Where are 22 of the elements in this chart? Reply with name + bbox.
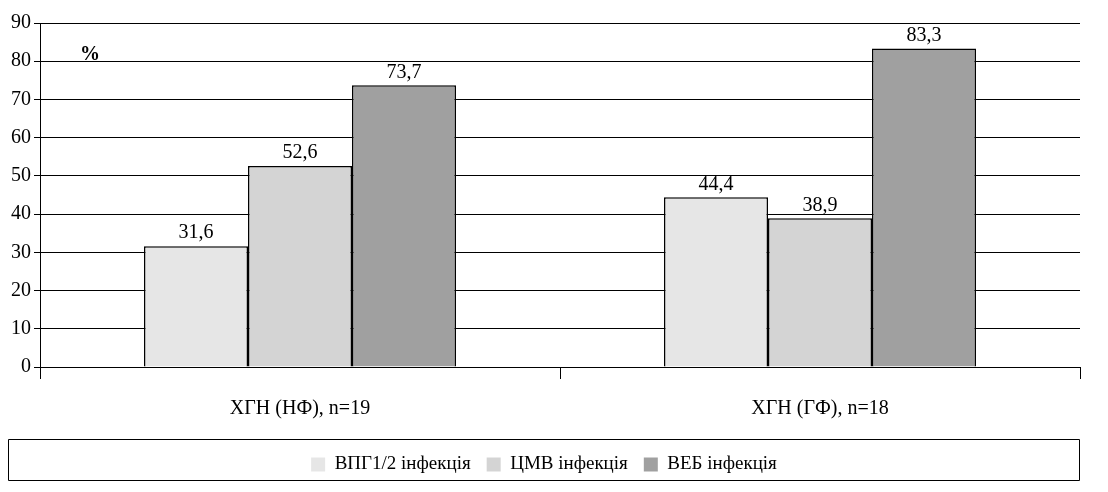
y-tick-label: 20 [11,277,31,300]
data-label: 38,9 [802,192,838,215]
y-tick-label: 50 [11,163,31,186]
y-tick-label: 0 [21,354,31,377]
data-label: 83,3 [906,22,942,45]
x-tick-label: ХГН (НФ), n=19 [229,396,371,420]
legend-label: ВЕБ інфекція [667,452,778,474]
legend-label: ЦМВ інфекція [510,452,629,474]
y-tick-label: 90 [11,10,31,33]
data-label: 44,4 [698,171,734,194]
data-label: 73,7 [386,59,422,82]
data-label: 52,6 [282,140,318,163]
y-tick-label: 70 [11,86,31,109]
y-tick-label: 10 [11,316,31,339]
y-tick-label: 60 [11,124,31,147]
x-tick-label: ХГН (ГФ), n=18 [751,396,889,420]
annotation: % [80,42,100,65]
y-tick-label: 80 [11,48,31,71]
y-tick-label: 40 [11,201,31,224]
data-label: 31,6 [178,220,214,243]
legend-label: ВПГ1/2 інфекція [334,452,471,474]
y-tick-label: 30 [11,239,31,262]
